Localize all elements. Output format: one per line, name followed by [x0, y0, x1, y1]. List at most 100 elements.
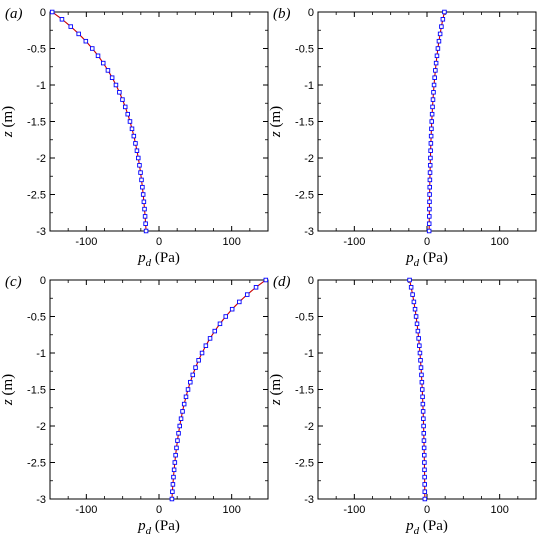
data-point-marker: [427, 177, 433, 183]
data-point-marker: [136, 155, 141, 161]
data-point-marker: [76, 31, 81, 37]
data-point-marker: [427, 206, 432, 212]
data-point-marker: [253, 285, 259, 290]
x-tick-label: -100: [343, 236, 365, 248]
data-point-marker: [175, 438, 180, 443]
data-point-marker: [422, 496, 428, 502]
y-tick-label: -2.5: [27, 190, 46, 202]
data-point-marker: [422, 474, 427, 480]
x-tick-label: 100: [490, 236, 508, 248]
y-tick-label: -1.5: [27, 385, 46, 397]
data-point-marker: [428, 148, 433, 153]
y-tick-label: -3: [36, 494, 46, 506]
data-point-marker: [420, 394, 425, 400]
panel-label: (c): [5, 274, 22, 290]
x-tick-label: 100: [490, 504, 508, 516]
y-tick-label: -3: [36, 226, 46, 238]
panel-b-frame: [317, 11, 537, 232]
data-point-marker: [418, 365, 424, 370]
data-point-marker: [170, 489, 175, 494]
data-point-marker: [178, 416, 184, 421]
y-tick-label: -1: [36, 80, 46, 92]
data-point-marker: [177, 423, 182, 429]
data-point-marker: [415, 328, 421, 334]
data-point-marker: [190, 372, 196, 378]
data-point-marker: [120, 97, 125, 102]
data-point-marker: [129, 126, 135, 132]
data-point-marker: [196, 358, 201, 363]
x-tick-label: 100: [222, 236, 240, 248]
data-point-marker: [411, 299, 417, 305]
data-point-marker: [89, 46, 95, 51]
data-point-marker: [133, 141, 138, 146]
data-point-marker: [100, 60, 106, 66]
data-point-marker: [203, 343, 209, 348]
x-tick-label: 0: [424, 236, 430, 248]
data-point-marker: [412, 306, 418, 312]
data-point-marker: [223, 314, 228, 319]
data-point-marker: [437, 31, 443, 37]
data-point-marker: [410, 292, 415, 297]
data-point-marker: [183, 394, 189, 400]
data-point-marker: [429, 111, 435, 117]
data-point-marker: [426, 228, 432, 234]
x-axis-label: pd (Pa): [405, 518, 448, 535]
numerical-markers: [426, 9, 447, 234]
data-point-marker: [421, 445, 427, 451]
data-point-marker: [141, 199, 147, 205]
data-point-marker: [430, 97, 436, 102]
data-point-marker: [181, 401, 187, 407]
data-point-marker: [217, 321, 223, 327]
data-point-marker: [413, 314, 419, 319]
y-tick-label: -3: [304, 226, 314, 238]
data-point-marker: [139, 177, 144, 183]
x-tick-label: 0: [156, 504, 162, 516]
x-tick-label: -100: [343, 504, 365, 516]
y-axis-label: z (m): [268, 374, 284, 406]
numerical-markers: [169, 277, 269, 502]
data-point-marker: [169, 496, 175, 502]
data-point-marker: [173, 452, 178, 458]
data-point-marker: [109, 75, 115, 80]
y-tick-label: 0: [40, 275, 46, 287]
panel-label: (a): [5, 6, 23, 22]
panel-label: (b): [273, 6, 291, 22]
data-point-marker: [199, 350, 205, 356]
data-point-marker: [428, 141, 434, 146]
data-point-marker: [422, 452, 427, 458]
data-point-marker: [134, 148, 140, 153]
y-tick-label: -2.5: [27, 458, 46, 470]
x-axis-label: pd (Pa): [137, 250, 180, 269]
x-axis-label: pd (Pa): [405, 250, 448, 269]
data-point-marker: [138, 170, 143, 175]
data-point-marker: [418, 358, 423, 363]
y-tick-label: -2: [36, 153, 46, 165]
data-point-marker: [142, 206, 147, 212]
data-point-marker: [421, 431, 427, 436]
data-point-marker: [426, 221, 432, 226]
y-tick-label: -2.5: [295, 190, 314, 202]
data-point-marker: [422, 489, 428, 494]
data-point-marker: [176, 431, 181, 436]
data-point-marker: [436, 38, 442, 44]
panel-c: -100 0 100 0 -0.5 -1 -1.5 -2 -2.5 -3 pd (Pa) z (m) (…: [0, 274, 269, 535]
panel-d-frame: [317, 279, 537, 500]
x-tick-label: -100: [75, 236, 97, 248]
panel-a: -100 0 100 0 -0.5 -1 -1.5 -2 -2.5 -3 pd (Pa) z (m) (…: [0, 6, 269, 269]
data-point-marker: [419, 387, 425, 392]
data-point-marker: [420, 401, 426, 407]
data-point-marker: [142, 214, 148, 219]
data-point-marker: [417, 343, 422, 348]
x-tick-label: 100: [222, 504, 240, 516]
data-point-marker: [433, 68, 438, 73]
data-point-marker: [143, 221, 148, 226]
data-point-marker: [422, 482, 427, 487]
y-axis-label: z (m): [268, 106, 284, 138]
y-tick-label: -1.5: [295, 385, 314, 397]
data-point-marker: [212, 328, 218, 334]
data-point-marker: [431, 90, 436, 95]
data-point-marker: [440, 17, 446, 22]
y-tick-label: -0.5: [295, 312, 314, 324]
data-point-marker: [428, 133, 434, 139]
